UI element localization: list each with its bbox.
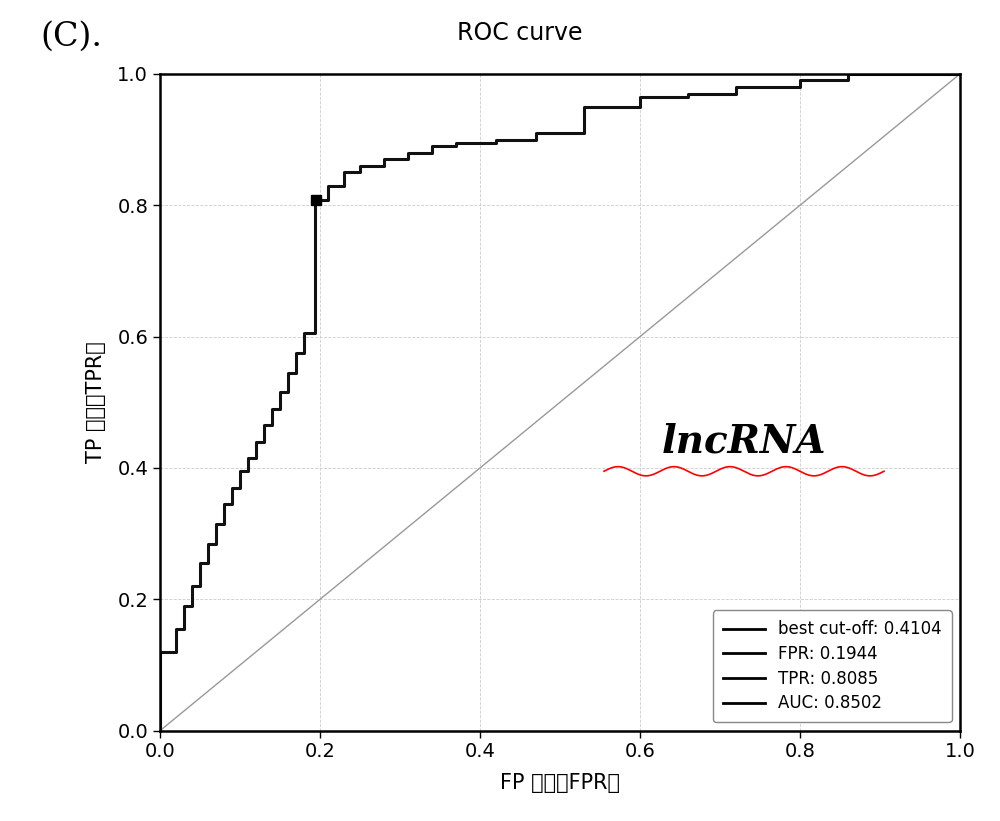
Text: ROC curve: ROC curve — [457, 21, 583, 44]
Y-axis label: TP 比例（TPR）: TP 比例（TPR） — [86, 342, 106, 463]
X-axis label: FP 比例（FPR）: FP 比例（FPR） — [500, 773, 620, 792]
Legend: best cut-off: 0.4104, FPR: 0.1944, TPR: 0.8085, AUC: 0.8502: best cut-off: 0.4104, FPR: 0.1944, TPR: … — [713, 610, 952, 722]
Text: (C).: (C). — [40, 21, 102, 53]
Text: lncRNA: lncRNA — [662, 423, 826, 461]
